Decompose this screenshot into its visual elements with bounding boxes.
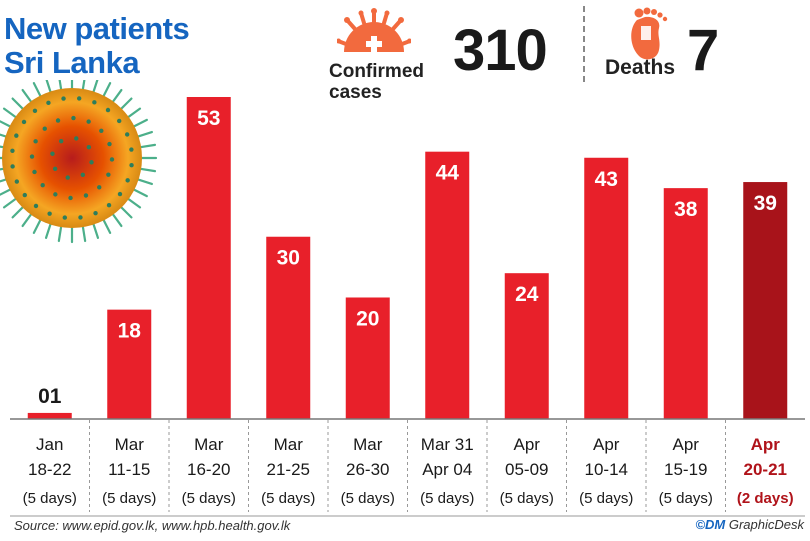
x-tick-label-7-1: Apr	[593, 435, 620, 454]
x-tick-label-0-1: Jan	[36, 435, 63, 454]
x-tick-label-4-3: (5 days)	[341, 490, 395, 507]
title-line-1: New patients	[4, 11, 190, 46]
virus-plus-icon	[337, 8, 411, 52]
chart-title: New patients Sri Lanka	[4, 11, 190, 80]
bar-value-label-7: 43	[595, 168, 618, 191]
x-tick-label-3-1: Mar	[274, 435, 304, 454]
x-tick-label-3-2: 21-25	[267, 460, 310, 479]
bar-6	[504, 273, 549, 419]
x-tick-label-5-1: Mar 31	[421, 435, 474, 454]
x-tick-label-1-2: 11-15	[108, 460, 150, 479]
bar-0	[27, 412, 72, 419]
x-tick-label-6-1: Apr	[514, 435, 541, 454]
x-tick-label-7-3: (5 days)	[579, 490, 633, 507]
foot-tag-icon	[631, 7, 668, 60]
bar-value-label-3: 30	[277, 247, 300, 270]
bar-value-label-0: 01	[38, 385, 62, 408]
x-tick-label-4-2: 26-30	[346, 460, 389, 479]
bar-value-label-4: 20	[356, 307, 379, 330]
x-tick-label-8-2: 15-19	[664, 460, 707, 479]
title-line-2: Sri Lanka	[4, 45, 140, 80]
x-tick-label-2-3: (5 days)	[182, 490, 236, 507]
x-tick-label-6-3: (5 days)	[500, 490, 554, 507]
bar-value-label-5: 44	[436, 162, 460, 185]
bar-5	[425, 151, 470, 419]
x-tick-label-2-1: Mar	[194, 435, 224, 454]
bar-3	[266, 236, 311, 419]
x-tick-label-9-2: 20-21	[744, 460, 787, 479]
stats-panel: Confirmed cases 310 Deaths 7	[325, 6, 810, 103]
bar-value-label-9: 39	[754, 192, 777, 215]
bar-7	[584, 157, 629, 420]
x-tick-label-9-1: Apr	[751, 435, 781, 454]
bar-1	[107, 309, 152, 419]
bar-value-label-2: 53	[197, 107, 220, 130]
deaths-label: Deaths	[605, 56, 676, 79]
x-tick-label-2-2: 16-20	[187, 460, 230, 479]
x-tick-label-5-2: Apr 04	[422, 460, 472, 479]
x-tick-label-8-3: (5 days)	[659, 490, 713, 507]
x-tick-label-3-3: (5 days)	[261, 490, 315, 507]
bar-8	[663, 188, 708, 419]
x-tick-label-7-2: 10-14	[585, 460, 628, 479]
bar-value-label-1: 18	[118, 320, 142, 343]
x-tick-label-5-3: (5 days)	[420, 490, 474, 507]
bar-2	[186, 97, 231, 419]
x-tick-label-1-3: (5 days)	[102, 490, 156, 507]
credit-note: ©DM GraphicDesk	[695, 517, 804, 532]
confirmed-cases-value: 310	[453, 18, 548, 83]
x-tick-label-9-3: (2 days)	[737, 490, 794, 507]
bar-4	[345, 297, 390, 419]
bar-value-label-8: 38	[674, 198, 698, 221]
source-note: Source: www.epid.gov.lk, www.hpb.health.…	[14, 518, 291, 533]
x-tick-label-0-2: 18-22	[28, 460, 71, 479]
stats-divider	[583, 6, 585, 82]
confirmed-cases-label: Confirmed cases	[329, 61, 424, 103]
x-tick-label-6-2: 05-09	[505, 460, 548, 479]
virus-illustration-icon	[0, 80, 158, 244]
x-tick-label-8-1: Apr	[673, 435, 700, 454]
x-tick-label-4-1: Mar	[353, 435, 383, 454]
deaths-value: 7	[687, 18, 720, 83]
bar-value-label-6: 24	[515, 283, 539, 306]
x-tick-label-0-3: (5 days)	[23, 490, 77, 507]
x-tick-label-1-1: Mar	[115, 435, 145, 454]
bar-9	[743, 182, 788, 419]
